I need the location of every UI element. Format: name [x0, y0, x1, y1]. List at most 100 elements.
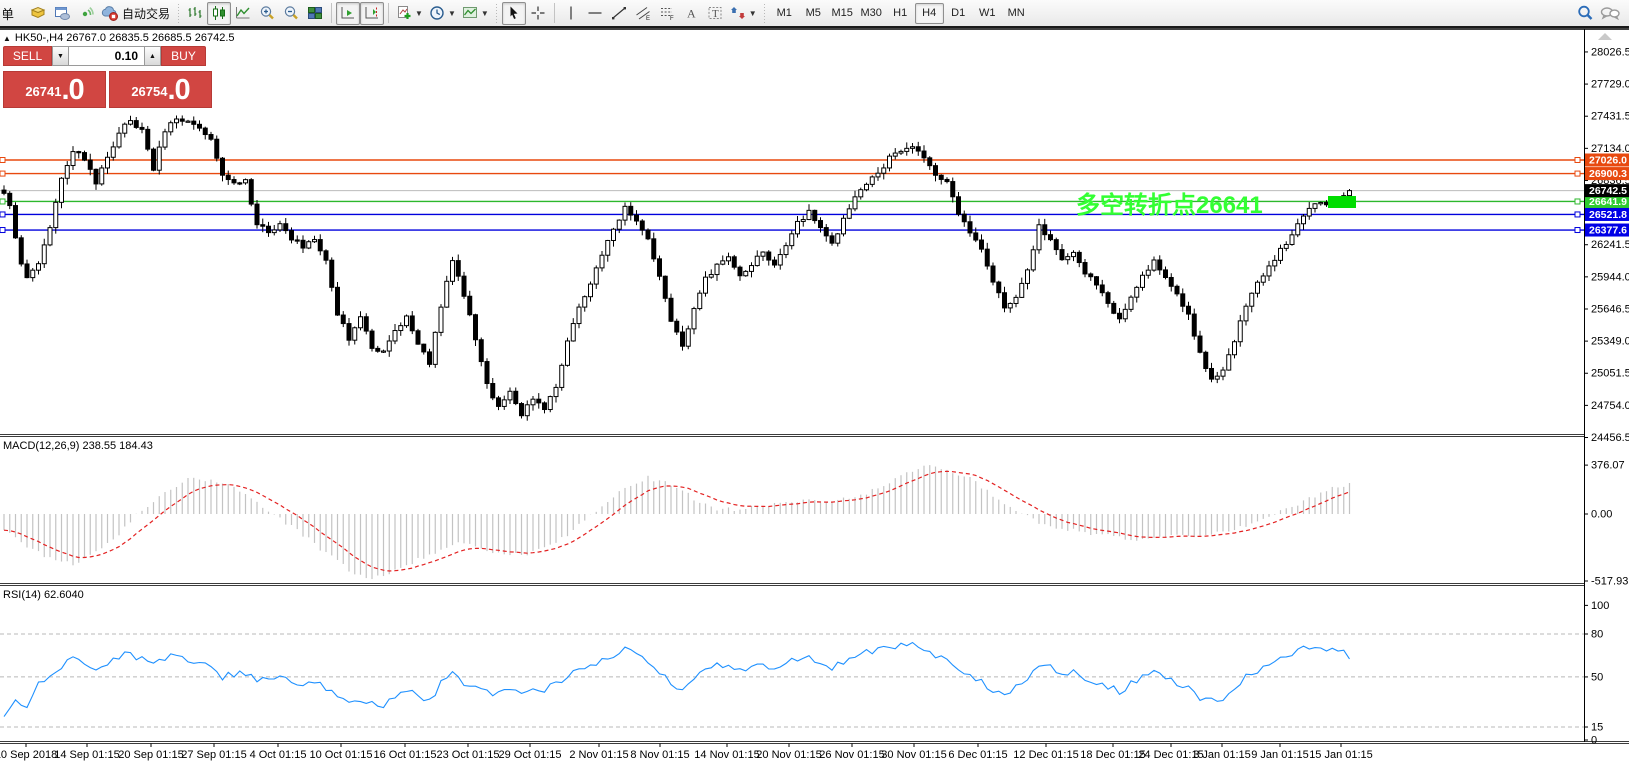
- chat-bubbles-icon: [1600, 7, 1620, 21]
- arrows-shapes-icon: [730, 7, 745, 19]
- timeframe-w1[interactable]: W1: [978, 7, 996, 19]
- time-tick-label: 2 Nov 01:15: [569, 749, 628, 761]
- bar-chart-button[interactable]: [183, 2, 207, 25]
- bar-chart-icon: [188, 7, 202, 18]
- timeframe-m30[interactable]: M30: [860, 7, 882, 19]
- timeframe-m5[interactable]: M5: [805, 7, 821, 19]
- line-anchor-handle[interactable]: [1574, 157, 1581, 163]
- annotation-text[interactable]: 多空转折点26641: [1076, 192, 1263, 219]
- fibonacci-button[interactable]: F: [655, 2, 679, 25]
- timeframe-h4[interactable]: H4: [914, 2, 944, 24]
- equidistant-channel-button[interactable]: E: [631, 2, 655, 25]
- dropdown-arrow-icon: ▼: [447, 8, 456, 18]
- time-tick-label: 4 Oct 01:15: [250, 749, 307, 761]
- line-anchor-handle[interactable]: [1574, 198, 1581, 205]
- time-tick-label: 15 Jan 01:15: [1309, 749, 1373, 761]
- new-order-label: 单: [2, 6, 15, 22]
- time-axis[interactable]: [0, 744, 1629, 773]
- timeframe-m15[interactable]: M15: [831, 7, 853, 19]
- text-label-button[interactable]: T: [703, 2, 727, 25]
- price-axis[interactable]: [1585, 30, 1629, 741]
- toolbar-separator: [388, 3, 390, 23]
- macd-layer: [3, 465, 1351, 580]
- dropdown-arrow-icon: ▼: [415, 8, 423, 18]
- scroll-up-icon[interactable]: [1598, 33, 1612, 40]
- buy-button[interactable]: BUY: [161, 46, 206, 66]
- crosshair-button[interactable]: [526, 2, 550, 25]
- line-anchor-handle[interactable]: [1574, 170, 1581, 177]
- autotrading-button[interactable]: 自动交易: [98, 2, 173, 25]
- auto-scroll-button[interactable]: [336, 1, 361, 25]
- time-tick-label: 16 Oct 01:15: [374, 749, 437, 761]
- timeframe-mn[interactable]: MN: [1007, 7, 1025, 19]
- horizontal-line-button[interactable]: [583, 2, 607, 25]
- tile-windows-button[interactable]: [303, 2, 327, 25]
- fibonacci-icon: F: [660, 8, 674, 21]
- zoom-out-button[interactable]: [279, 2, 303, 25]
- line-anchor-handle[interactable]: [0, 198, 6, 205]
- new-chart-button[interactable]: [50, 2, 74, 25]
- candles-layer: [1, 115, 1352, 421]
- time-tick-label: 20 Sep 01:15: [118, 749, 183, 761]
- sell-price-display[interactable]: 26741 .0: [3, 71, 106, 108]
- signal-icon: [82, 6, 94, 17]
- trendline-button[interactable]: [607, 2, 631, 25]
- line-anchor-handle[interactable]: [1574, 211, 1581, 218]
- signals-button[interactable]: [74, 2, 98, 25]
- line-anchor-handle[interactable]: [1574, 227, 1581, 234]
- line-chart-button[interactable]: [231, 2, 255, 25]
- cursor-icon: [510, 6, 518, 19]
- toolbar-separator: [331, 3, 333, 23]
- price-tick-label: 28026.5: [1591, 46, 1629, 58]
- timeframe-d1[interactable]: D1: [951, 7, 966, 19]
- line-anchor-handle[interactable]: [0, 157, 6, 163]
- timeframe-h1[interactable]: H1: [893, 7, 908, 19]
- svg-text:T: T: [712, 8, 719, 20]
- panel-collapse-arrow[interactable]: ▲: [3, 33, 11, 43]
- line-anchor-handle[interactable]: [0, 211, 6, 218]
- line-anchor-handle[interactable]: [0, 170, 6, 177]
- history-center-button[interactable]: [26, 2, 50, 25]
- search-button[interactable]: [1573, 2, 1597, 25]
- buy-price-display[interactable]: 26754 .0: [109, 71, 212, 108]
- hline-objects: [0, 157, 1584, 234]
- price-badge-label: 26377.6: [1589, 225, 1627, 237]
- vertical-line-button[interactable]: [559, 2, 583, 25]
- chart-shift-button[interactable]: [360, 1, 385, 25]
- templates-button[interactable]: ▼: [459, 2, 492, 25]
- sell-button[interactable]: SELL: [3, 46, 52, 66]
- svg-text:E: E: [646, 16, 650, 21]
- price-tick-label: 25349.0: [1591, 336, 1629, 348]
- text-button[interactable]: A: [679, 2, 703, 25]
- volume-decrease-button[interactable]: ▼: [52, 46, 69, 66]
- indicators-button[interactable]: ▼: [393, 2, 426, 25]
- arrows-button[interactable]: ▼: [727, 2, 760, 25]
- cursor-button[interactable]: [501, 1, 526, 25]
- line-anchor-handle[interactable]: [0, 227, 6, 234]
- annotation-marker[interactable]: [1328, 196, 1356, 208]
- add-indicator-icon: [398, 6, 411, 19]
- price-badge: [1585, 223, 1629, 237]
- chat-button[interactable]: [1597, 2, 1623, 25]
- price-tick-label: 24456.5: [1591, 432, 1629, 444]
- timeframe-m1[interactable]: M1: [776, 7, 792, 19]
- volume-increase-button[interactable]: ▲: [144, 46, 161, 66]
- rsi-line: [3, 641, 1350, 717]
- rsi-label: RSI(14) 62.6040: [3, 589, 84, 601]
- horizontal-line-icon: [588, 12, 602, 14]
- price-axis-labels: 28026.527729.027431.527134.026836.526241…: [1584, 46, 1629, 747]
- candlestick-chart-button[interactable]: [207, 1, 232, 25]
- time-tick-label: 18 Dec 01:15: [1080, 749, 1145, 761]
- price-badge: [1585, 194, 1629, 208]
- buy-price-main: 26754: [131, 84, 168, 99]
- new-order-button[interactable]: 单: [2, 2, 26, 25]
- volume-input[interactable]: [69, 46, 144, 66]
- price-badge-label: 26900.3: [1589, 168, 1627, 180]
- toolbar: 单 自动交易: [0, 0, 1629, 28]
- periods-button[interactable]: ▼: [426, 2, 459, 25]
- svg-text:F: F: [670, 16, 674, 21]
- rsi-axis-label: 50: [1591, 671, 1603, 683]
- zoom-in-button[interactable]: [255, 2, 279, 25]
- macd-axis-label: -517.93: [1591, 576, 1628, 588]
